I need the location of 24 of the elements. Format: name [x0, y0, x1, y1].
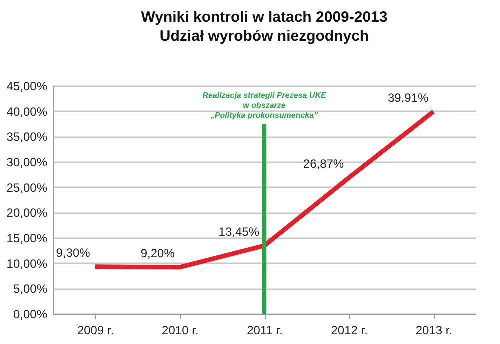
data-label: 9,30% [56, 246, 91, 260]
y-tick-label: 0,00% [13, 308, 48, 322]
ref-line-label: Realizacja strategii Prezesa UKE w obszarze „Polityka prokonsumencka” [202, 91, 327, 120]
chart-subtitle: Udział wyrobów niezgodnych [160, 28, 370, 45]
x-tick-label: 2011 r. [247, 324, 283, 338]
x-tick-label: 2010 r. [162, 324, 199, 338]
data-label: 13,45% [218, 224, 260, 239]
y-tick-label: 45,00% [6, 80, 48, 94]
y-tick-label: 25,00% [6, 180, 48, 195]
data-label: 39,91% [388, 90, 430, 105]
y-tick-label: 40,00% [6, 104, 48, 119]
data-label: 9,20% [140, 246, 176, 260]
chart-title: Wyniki kontroli w latach 2009-2013 [141, 9, 388, 26]
y-tick-label: 5,00% [13, 282, 48, 296]
y-tick-label: 10,00% [6, 256, 48, 271]
y-tick-label: 15,00% [6, 232, 48, 246]
line-series [93, 110, 436, 270]
data-label: 26,87% [303, 156, 344, 171]
y-tick-label: 30,00% [6, 156, 48, 170]
y-tick-label: 35,00% [6, 130, 48, 144]
x-tick-label: 2012 r. [331, 324, 368, 338]
y-tick-label: 20,00% [6, 206, 48, 220]
x-tick-label: 2013 r. [416, 324, 453, 338]
x-tick-label: 2009 r. [77, 324, 114, 338]
